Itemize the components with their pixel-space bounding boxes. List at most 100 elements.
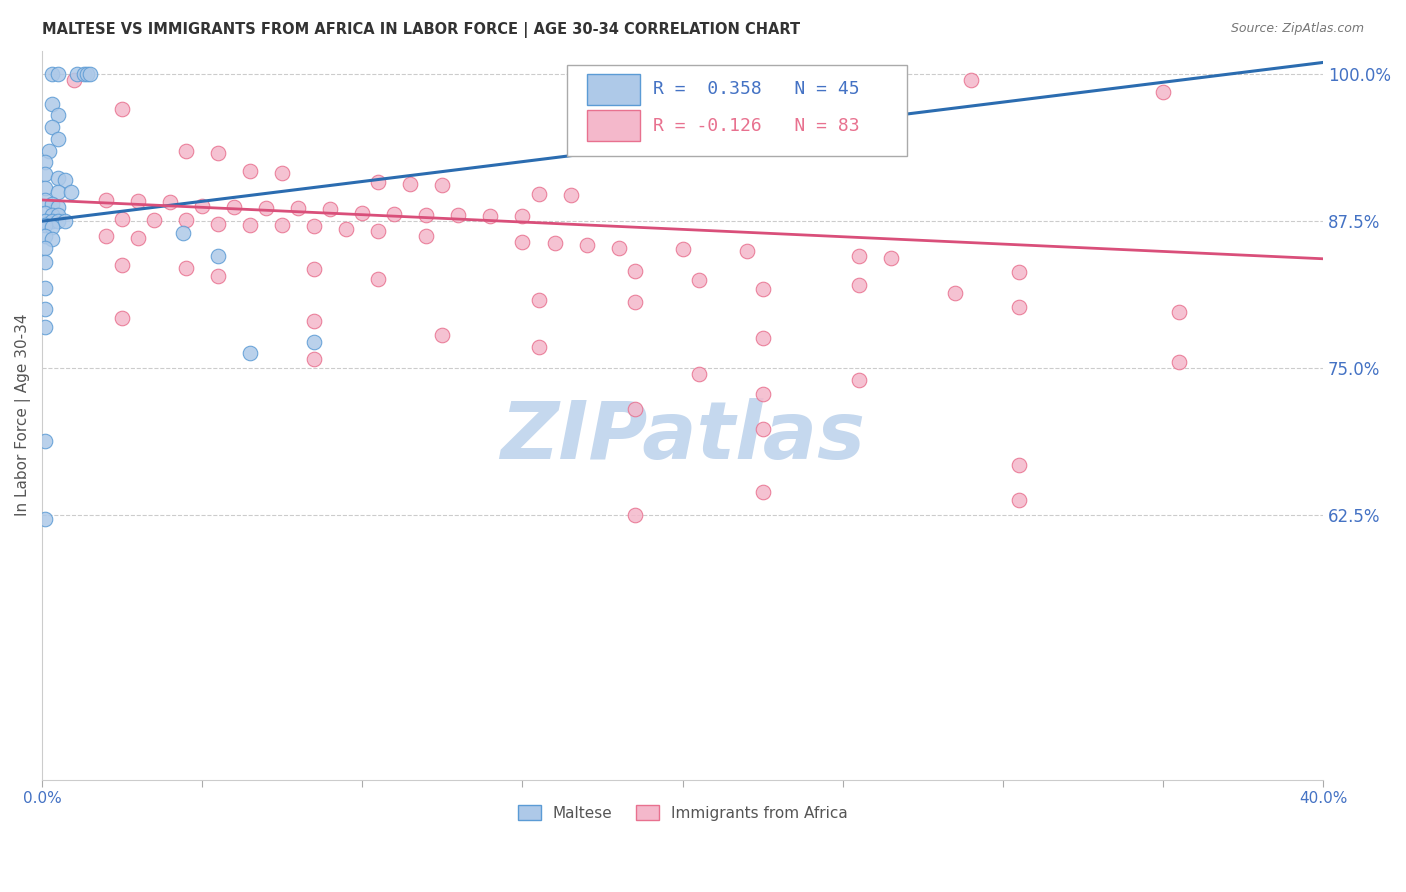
Point (34, 206, 56, 220)
Point (38, 144, 60, 158)
Point (34, 214, 56, 228)
Point (751, 387, 773, 401)
Point (34, 241, 56, 255)
Point (304, 219, 326, 233)
Point (46, 200, 69, 214)
Point (623, 402, 645, 417)
Point (34, 229, 56, 244)
Point (34, 193, 56, 207)
Point (623, 508, 645, 522)
Point (512, 210, 534, 224)
Point (848, 277, 870, 292)
Point (127, 194, 149, 209)
Point (143, 213, 166, 227)
Point (479, 210, 502, 224)
Point (224, 200, 246, 214)
Point (46, 108, 69, 122)
Point (96, 193, 118, 207)
Point (73, 67, 96, 81)
Point (66, 67, 89, 81)
Point (527, 187, 550, 202)
Point (46, 170, 69, 185)
Point (623, 263, 645, 277)
Point (207, 145, 229, 160)
Point (96, 229, 118, 244)
Point (960, 73, 983, 87)
Point (623, 295, 645, 310)
Point (34, 511, 56, 525)
Point (34, 320, 56, 334)
Point (1008, 458, 1031, 472)
Point (127, 230, 149, 244)
Point (415, 208, 437, 222)
Point (53, 214, 76, 228)
Point (174, 213, 197, 227)
Point (287, 201, 309, 215)
Point (352, 206, 374, 220)
Point (41, 214, 63, 228)
Point (207, 249, 229, 263)
Point (304, 314, 326, 328)
Point (41, 67, 63, 81)
FancyBboxPatch shape (568, 65, 907, 156)
Point (543, 236, 565, 251)
Point (367, 223, 389, 237)
Point (46, 67, 69, 81)
Point (53, 173, 76, 187)
Point (207, 217, 229, 231)
Point (751, 484, 773, 499)
Point (191, 199, 214, 213)
Point (1008, 492, 1031, 507)
Point (207, 269, 229, 284)
Point (41, 232, 63, 246)
Point (59, 185, 82, 199)
Point (415, 229, 437, 244)
Point (304, 262, 326, 277)
Point (239, 346, 262, 360)
Point (688, 367, 710, 381)
Y-axis label: In Labor Force | Age 30-34: In Labor Force | Age 30-34 (15, 314, 31, 516)
Point (76, 67, 98, 81)
Point (271, 166, 294, 180)
Point (575, 237, 598, 252)
Legend: Maltese, Immigrants from Africa: Maltese, Immigrants from Africa (512, 798, 853, 827)
Point (943, 285, 966, 300)
Point (254, 201, 277, 215)
Point (512, 235, 534, 250)
Point (688, 273, 710, 287)
Point (367, 272, 389, 286)
Point (367, 175, 389, 189)
Text: Source: ZipAtlas.com: Source: ZipAtlas.com (1230, 22, 1364, 36)
Point (607, 241, 630, 255)
Text: MALTESE VS IMMIGRANTS FROM AFRICA IN LABOR FORCE | AGE 30-34 CORRELATION CHART: MALTESE VS IMMIGRANTS FROM AFRICA IN LAB… (42, 22, 800, 38)
Point (172, 226, 194, 240)
Point (41, 208, 63, 222)
Point (34, 281, 56, 295)
Point (447, 208, 470, 222)
Point (111, 103, 134, 117)
Point (848, 373, 870, 387)
Point (527, 340, 550, 354)
Point (111, 211, 134, 226)
Point (1152, 85, 1174, 99)
Point (527, 293, 550, 307)
Point (239, 218, 262, 232)
Point (63, 73, 86, 87)
Text: R =  0.358   N = 45: R = 0.358 N = 45 (654, 80, 860, 98)
Point (41, 220, 63, 235)
Point (34, 255, 56, 269)
Point (174, 261, 197, 276)
Point (46, 208, 69, 222)
Point (735, 244, 758, 258)
Point (41, 196, 63, 211)
Point (271, 218, 294, 232)
FancyBboxPatch shape (586, 74, 640, 104)
Point (751, 422, 773, 436)
Point (34, 434, 56, 448)
Point (304, 351, 326, 366)
Point (34, 302, 56, 317)
Point (239, 163, 262, 178)
Point (384, 207, 406, 221)
Point (432, 178, 454, 192)
Point (751, 282, 773, 296)
